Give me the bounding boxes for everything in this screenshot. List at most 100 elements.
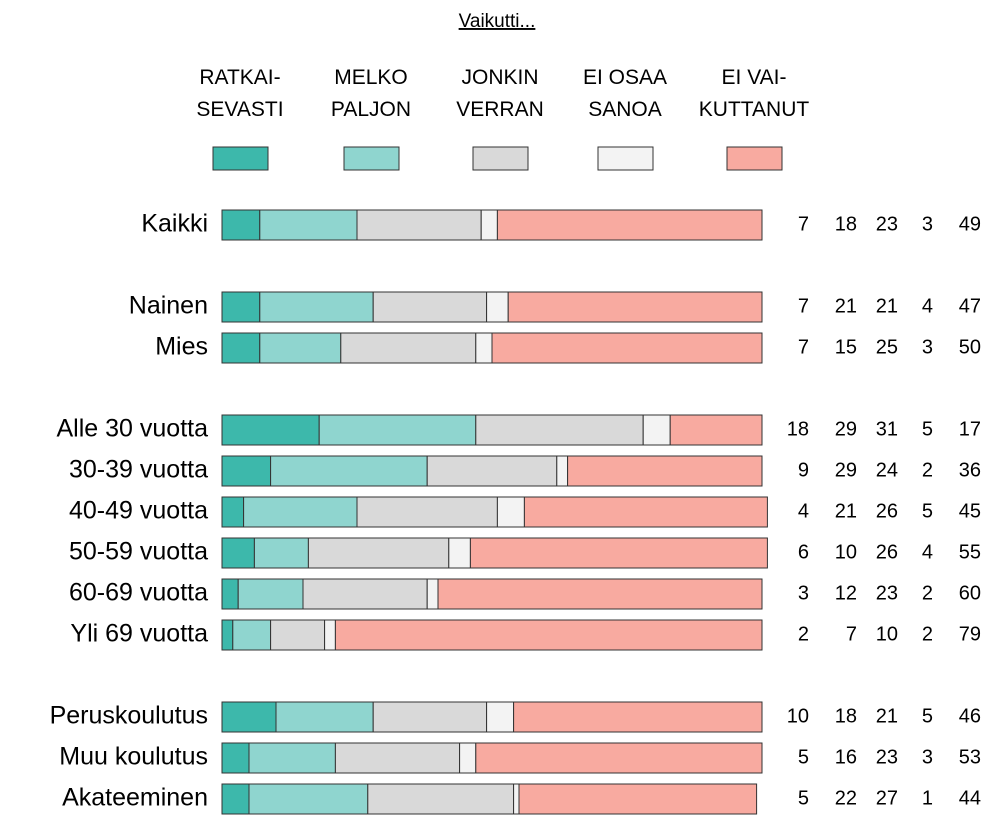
category-label: Alle 30 vuotta xyxy=(57,415,209,443)
value-label: 2 xyxy=(798,623,809,645)
value-label: 1 xyxy=(922,787,933,809)
value-label: 21 xyxy=(835,500,857,522)
value-label: 22 xyxy=(835,787,857,809)
value-label: 24 xyxy=(876,459,898,481)
bar-segment xyxy=(356,209,482,241)
value-label: 3 xyxy=(922,336,933,358)
bar-segment xyxy=(523,496,768,528)
bar-segment xyxy=(475,332,493,364)
bar-segment xyxy=(496,496,525,528)
bar-segment xyxy=(372,291,488,323)
value-label: 23 xyxy=(876,213,898,235)
value-label: 7 xyxy=(798,213,809,235)
bar-segment xyxy=(486,701,515,733)
bar-segment xyxy=(307,537,450,569)
value-label: 4 xyxy=(922,541,933,563)
bar-segment xyxy=(496,209,763,241)
value-label: 23 xyxy=(876,582,898,604)
value-label: 3 xyxy=(798,582,809,604)
value-label: 10 xyxy=(876,623,898,645)
bar-segment xyxy=(259,209,358,241)
legend-swatch xyxy=(726,146,783,171)
value-label: 18 xyxy=(835,213,857,235)
bar-segment xyxy=(221,209,261,241)
legend-swatch xyxy=(597,146,654,171)
value-label: 27 xyxy=(876,787,898,809)
category-label: 50-59 vuotta xyxy=(69,538,208,566)
bar-segment xyxy=(372,701,488,733)
bar-segment xyxy=(318,414,477,446)
bar-segment xyxy=(340,332,477,364)
value-label: 47 xyxy=(959,295,981,317)
category-label: 30-39 vuotta xyxy=(69,456,208,484)
value-label: 21 xyxy=(876,295,898,317)
category-label: Mies xyxy=(155,333,208,361)
bar-segment xyxy=(248,742,336,774)
value-label: 31 xyxy=(876,418,898,440)
value-label: 29 xyxy=(835,459,857,481)
legend-swatch xyxy=(472,146,529,171)
bar-segment xyxy=(221,455,272,487)
value-label: 29 xyxy=(835,418,857,440)
value-label: 5 xyxy=(922,705,933,727)
bar-segment xyxy=(356,496,498,528)
bar-segment xyxy=(642,414,671,446)
bar-segment xyxy=(513,701,763,733)
value-label: 53 xyxy=(959,746,981,768)
value-label: 60 xyxy=(959,582,981,604)
value-label: 18 xyxy=(835,705,857,727)
bar-segment xyxy=(437,578,763,610)
bar-segment xyxy=(669,414,763,446)
value-label: 6 xyxy=(798,541,809,563)
value-label: 5 xyxy=(922,418,933,440)
value-label: 7 xyxy=(846,623,857,645)
value-label: 21 xyxy=(835,295,857,317)
bar-segment xyxy=(334,619,763,651)
bar-segment xyxy=(475,742,763,774)
value-label: 45 xyxy=(959,500,981,522)
bar-segment xyxy=(221,619,234,651)
bar-segment xyxy=(367,783,515,815)
legend-swatch xyxy=(343,146,400,171)
value-label: 4 xyxy=(798,500,809,522)
value-label: 25 xyxy=(876,336,898,358)
value-label: 10 xyxy=(835,541,857,563)
value-label: 5 xyxy=(798,787,809,809)
bar-segment xyxy=(248,783,369,815)
category-label: 60-69 vuotta xyxy=(69,579,208,607)
value-label: 79 xyxy=(959,623,981,645)
bar-segment xyxy=(324,619,336,651)
value-label: 4 xyxy=(922,295,933,317)
value-label: 21 xyxy=(876,705,898,727)
bar-segment xyxy=(221,537,255,569)
value-label: 16 xyxy=(835,746,857,768)
value-label: 2 xyxy=(922,582,933,604)
bar-segment xyxy=(459,742,477,774)
bar-segment xyxy=(469,537,768,569)
value-label: 44 xyxy=(959,787,981,809)
bar-segment xyxy=(507,291,763,323)
value-label: 26 xyxy=(876,500,898,522)
value-label: 50 xyxy=(959,336,981,358)
value-label: 46 xyxy=(959,705,981,727)
category-label: Kaikki xyxy=(141,210,208,238)
bar-segment xyxy=(270,619,326,651)
bar-segment xyxy=(237,578,304,610)
bar-segment xyxy=(480,209,498,241)
legend-label: JONKIN VERRAN xyxy=(456,66,544,121)
legend-label: EI OSAA SANOA xyxy=(583,66,667,121)
legend-label: RATKAI-SEVASTI xyxy=(196,66,283,121)
value-label: 18 xyxy=(787,418,809,440)
bar-segment xyxy=(513,783,520,815)
chart-title: Vaikutti... xyxy=(459,11,536,32)
bar-segment xyxy=(221,332,261,364)
bar-segment xyxy=(221,291,261,323)
value-label: 15 xyxy=(835,336,857,358)
bar-segment xyxy=(426,578,439,610)
value-label: 3 xyxy=(922,746,933,768)
value-label: 7 xyxy=(798,295,809,317)
category-label: Yli 69 vuotta xyxy=(70,620,208,648)
bar-segment xyxy=(270,455,428,487)
bar-segment xyxy=(221,701,277,733)
